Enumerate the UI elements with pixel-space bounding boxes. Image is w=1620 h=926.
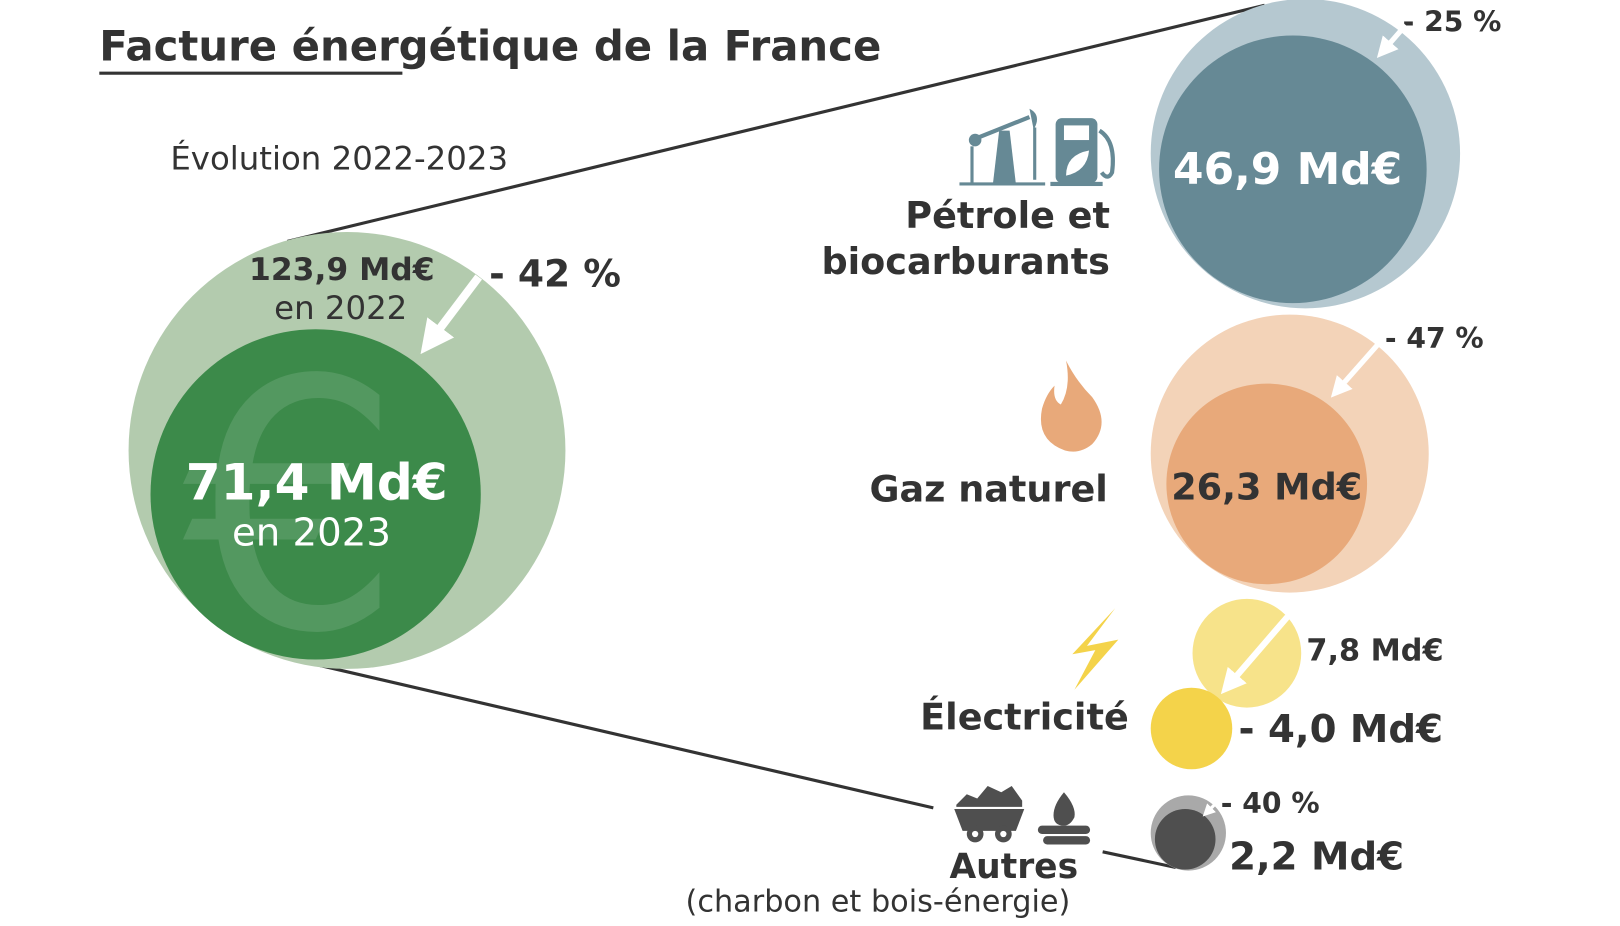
arrow-icon xyxy=(1202,800,1219,817)
electricite-2022-value: 7,8 Md€ xyxy=(1306,634,1443,669)
total-2022-value: 123,9 Md€ xyxy=(249,252,435,288)
electricite-label: Électricité xyxy=(920,695,1129,739)
autres-change: - 40 % xyxy=(1221,787,1320,820)
total-2023-circle xyxy=(150,329,481,660)
gaz-label: Gaz naturel xyxy=(869,468,1107,511)
connector-line-autres xyxy=(1102,850,1177,870)
total-change: - 42 % xyxy=(489,251,621,295)
electricite-value: - 4,0 Md€ xyxy=(1239,707,1443,752)
lightning-icon xyxy=(1072,608,1119,690)
autres-label: Autres xyxy=(950,847,1079,887)
autres-2023-circle xyxy=(1154,808,1216,870)
connector-line-bottom xyxy=(302,660,934,810)
coal-cart-icon xyxy=(954,785,1025,843)
electricite-2023-circle xyxy=(1150,687,1233,770)
subtitle: Évolution 2022-2023 xyxy=(170,139,508,177)
total-2022-label: en 2022 xyxy=(274,289,407,327)
total-2023-value: 71,4 Md€ xyxy=(186,453,448,512)
fuel-pump-icon xyxy=(1050,118,1115,187)
flame-icon xyxy=(1040,360,1102,452)
euro-watermark-icon: € xyxy=(183,308,402,709)
autres-sublabel: (charbon et bois-énergie) xyxy=(685,884,1070,919)
gaz-change: - 47 % xyxy=(1385,322,1484,355)
gaz-value: 26,3 Md€ xyxy=(1171,466,1362,509)
total-2023-label: en 2023 xyxy=(232,511,391,556)
arrow-icon xyxy=(1376,23,1408,59)
wood-fire-icon xyxy=(1037,792,1091,845)
autres-value: 2,2 Md€ xyxy=(1229,835,1404,880)
petrole-label-line2: biocarburants xyxy=(821,240,1110,283)
gaz-2023-circle xyxy=(1166,383,1368,585)
petrole-value: 46,9 Md€ xyxy=(1173,144,1402,195)
connector-line-top xyxy=(287,3,1266,243)
oil-pump-icon xyxy=(959,108,1046,186)
page-title: Facture énergétique de la France xyxy=(99,22,881,71)
arrow-icon xyxy=(420,274,483,355)
petrole-2023-circle xyxy=(1159,35,1427,304)
arrow-icon xyxy=(1330,343,1380,398)
petrole-label-line1: Pétrole et xyxy=(905,194,1110,237)
arrow-icon xyxy=(1220,614,1291,695)
petrole-change: - 25 % xyxy=(1403,5,1502,38)
electricite-2022-circle xyxy=(1192,598,1302,708)
